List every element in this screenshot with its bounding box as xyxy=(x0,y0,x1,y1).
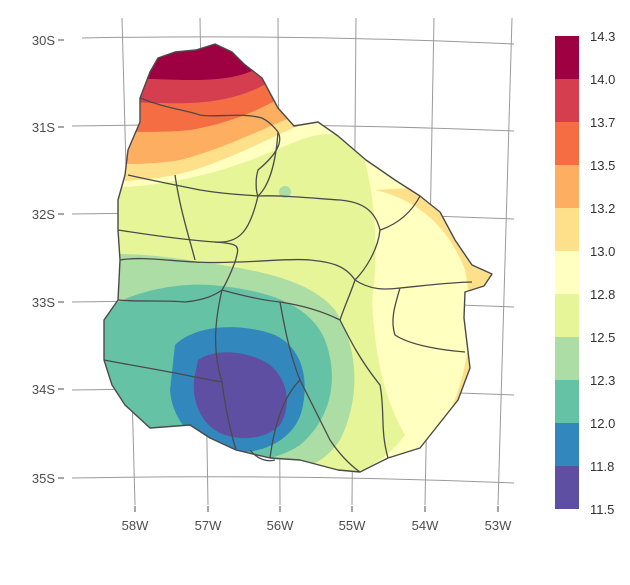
dept-misc-boundary xyxy=(174,174,196,261)
dept-artigas-boundary xyxy=(139,97,279,133)
legend-label: 12.5 xyxy=(590,330,615,345)
x-tick-label: 53W xyxy=(485,518,512,533)
legend-label: 12.0 xyxy=(590,416,615,431)
x-tick-label: 57W xyxy=(195,518,222,533)
legend-label: 13.0 xyxy=(590,244,615,259)
dept-colonia-boundary xyxy=(103,359,223,383)
legend-colorbar xyxy=(555,36,579,509)
dept-canelones-boundary xyxy=(269,379,301,459)
y-tick-label: 32S xyxy=(32,207,55,222)
legend-label: 13.7 xyxy=(590,115,615,130)
country-outline xyxy=(103,43,493,473)
legend-swatch xyxy=(555,337,579,380)
department-boundaries xyxy=(103,97,473,473)
band-isolated-12-5 xyxy=(279,186,291,198)
dept-cerro-largo-boundary xyxy=(379,195,421,231)
band-14-3 xyxy=(104,44,270,80)
legend-label: 11.5 xyxy=(590,502,614,517)
legend-swatch xyxy=(555,294,579,337)
legend-swatch xyxy=(555,466,579,509)
dept-rivera-boundary xyxy=(255,131,281,197)
x-tick-label: 56W xyxy=(267,518,294,533)
y-tick-label: 31S xyxy=(32,120,55,135)
x-axis: 58W 57W 56W 55W 54W 53W xyxy=(122,506,512,533)
y-tick-label: 33S xyxy=(32,295,55,310)
latitude-line-30s xyxy=(81,36,515,45)
dept-treinta-y-tres-boundary xyxy=(354,279,473,290)
legend-label: 13.2 xyxy=(590,201,615,216)
dept-san-jose-boundary xyxy=(214,289,237,451)
x-tick-label: 55W xyxy=(339,518,366,533)
x-tick-label: 58W xyxy=(122,518,149,533)
y-tick-label: 35S xyxy=(32,471,55,486)
dept-paysandu-boundary xyxy=(117,195,259,243)
longitude-line-53w xyxy=(497,17,513,506)
legend-label: 11.8 xyxy=(590,459,614,474)
dept-montevideo-boundary xyxy=(249,449,276,462)
dept-salto-boundary xyxy=(127,131,279,197)
dept-maldonado-boundary xyxy=(329,439,361,473)
legend-swatch xyxy=(555,423,579,466)
band-11-8 xyxy=(193,352,287,439)
dept-lavalleja-boundary xyxy=(339,319,389,459)
legend-swatch xyxy=(555,380,579,423)
x-tick-label: 54W xyxy=(412,518,439,533)
legend-label: 14.0 xyxy=(590,72,615,87)
legend-label: 13.5 xyxy=(590,158,615,173)
dept-rio-negro-boundary xyxy=(119,241,239,264)
legend-label: 12.8 xyxy=(590,287,615,302)
legend-label: 12.3 xyxy=(590,373,615,388)
y-axis: 30S 31S 32S 33S 34S 35S xyxy=(32,33,64,486)
legend-label: 14.3 xyxy=(590,29,615,44)
legend-swatch xyxy=(555,79,579,122)
dept-rocha-boundary xyxy=(392,287,466,353)
y-tick-label: 34S xyxy=(32,382,55,397)
dept-durazno-boundary xyxy=(234,258,356,321)
dept-tacuarembo-boundary xyxy=(257,195,381,281)
legend-labels: 14.3 14.0 13.7 13.5 13.2 13.0 12.8 12.5 … xyxy=(590,29,615,517)
legend-swatch xyxy=(555,165,579,208)
y-tick-label: 30S xyxy=(32,33,55,48)
dept-soriano-boundary xyxy=(117,261,236,303)
legend-swatch xyxy=(555,36,579,79)
latitude-line-35s xyxy=(71,476,515,484)
legend-swatch xyxy=(555,122,579,165)
legend-swatch xyxy=(555,208,579,251)
legend-swatch xyxy=(555,251,579,294)
